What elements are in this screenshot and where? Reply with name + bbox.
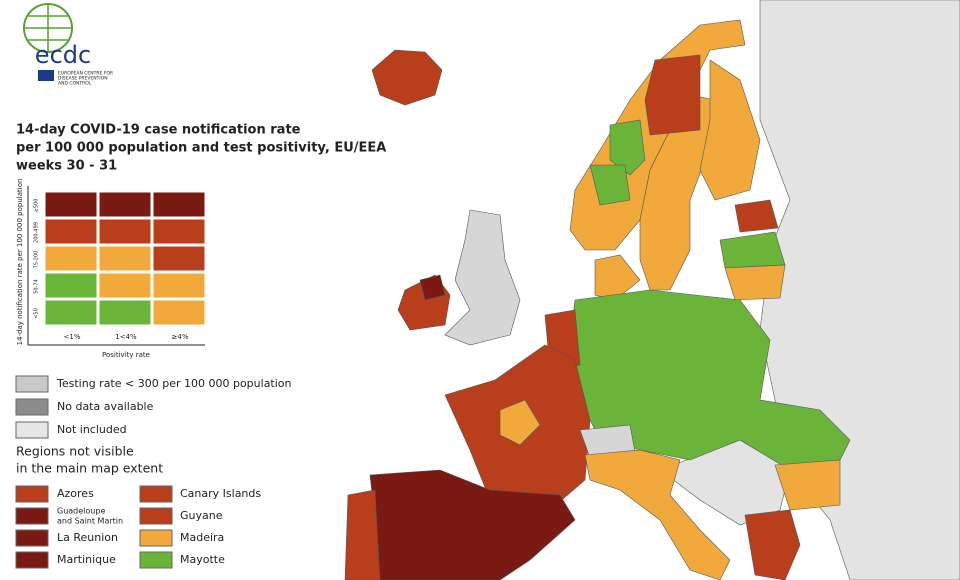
region-label: Canary Islands <box>180 487 261 500</box>
region-swatch <box>15 485 49 503</box>
matrix-cell <box>44 272 98 299</box>
matrix-cell <box>98 245 152 272</box>
row-label: <50 <box>34 308 40 319</box>
eu-flag <box>38 70 54 81</box>
matrix-cell <box>98 218 152 245</box>
region-label: La Reunion <box>57 531 118 544</box>
logo-grid <box>24 4 72 52</box>
region-label: Mayotte <box>180 553 225 566</box>
matrix-cell <box>44 218 98 245</box>
region-label: and Saint Martin <box>57 517 123 526</box>
greece <box>744 509 801 580</box>
column-label: <1% <box>64 333 81 341</box>
norway-region <box>589 164 631 206</box>
matrix-cell <box>44 299 98 326</box>
matrix-cell <box>44 245 98 272</box>
matrix-cell <box>152 191 206 218</box>
region-swatch <box>139 529 173 547</box>
portugal <box>344 489 381 580</box>
bulgaria <box>774 459 841 511</box>
legend-label: Not included <box>57 423 127 436</box>
row-label: 200-499 <box>34 222 40 243</box>
estonia <box>734 199 779 233</box>
row-label: ≥500 <box>34 199 40 213</box>
y-axis-label: 14-day notification rate per 100 000 pop… <box>16 179 24 346</box>
logo: ecdc <box>23 3 91 81</box>
non-eu-land <box>444 209 521 346</box>
northern-region <box>419 274 446 301</box>
lithuania <box>724 264 786 301</box>
logo-subtitle: DISEASE PREVENTION <box>58 76 108 82</box>
sweden <box>639 94 716 291</box>
matrix-cell <box>152 218 206 245</box>
logo-subtitle: EUROPEAN CENTRE FOR <box>58 71 113 77</box>
row-label: 75-200 <box>34 251 40 269</box>
row-label: 50-74 <box>34 279 40 294</box>
region-swatch <box>15 551 49 569</box>
column-label: 1<4% <box>115 333 137 341</box>
region-swatch <box>15 507 49 525</box>
region-label: Madeira <box>180 531 224 544</box>
iceland <box>371 49 443 106</box>
matrix-cell <box>152 272 206 299</box>
legend-label: Testing rate < 300 per 100 000 populatio… <box>56 377 292 390</box>
region-label: Guyane <box>180 509 223 522</box>
matrix-cell <box>152 245 206 272</box>
matrix-cell <box>98 272 152 299</box>
france-region <box>499 399 541 446</box>
sweden-region <box>609 119 646 176</box>
legend-swatch <box>15 398 49 416</box>
region-label: Martinique <box>57 553 116 566</box>
region-swatch <box>139 485 173 503</box>
x-axis-label: Positivity rate <box>102 351 150 359</box>
region-swatch <box>15 529 49 547</box>
region-label: Azores <box>57 487 94 500</box>
legend-label: No data available <box>57 400 154 413</box>
matrix-cell <box>98 191 152 218</box>
title: 14-day COVID-19 case notification rate <box>16 123 301 138</box>
matrix-cell <box>98 299 152 326</box>
regions-title: in the main map extent <box>16 461 163 476</box>
legend-swatch <box>15 375 49 393</box>
denmark <box>594 254 641 301</box>
region-swatch <box>139 507 173 525</box>
title: weeks 30 - 31 <box>16 159 117 174</box>
legend-swatch <box>15 421 49 439</box>
norway-north <box>644 54 701 136</box>
latvia <box>719 231 786 269</box>
matrix-cell <box>44 191 98 218</box>
regions-title: Regions not visible <box>16 444 134 459</box>
matrix-cell <box>152 299 206 326</box>
title: per 100 000 population and test positivi… <box>16 141 386 156</box>
finland <box>699 59 761 201</box>
region-label: Guadeloupe <box>57 507 105 516</box>
region-swatch <box>139 551 173 569</box>
logo-subtitle: AND CONTROL <box>58 81 92 87</box>
column-label: ≥4% <box>172 333 189 341</box>
logo-text: ecdc <box>35 41 91 69</box>
italy <box>584 449 731 580</box>
map <box>344 0 960 580</box>
